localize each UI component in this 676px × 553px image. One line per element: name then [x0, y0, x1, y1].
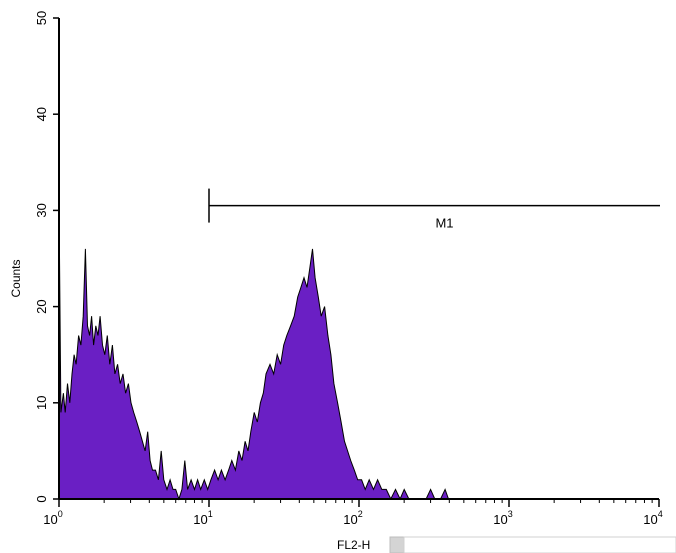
x-tick-exponent: 0 [58, 509, 63, 519]
x-tick-label: 100 [43, 509, 62, 527]
histogram-series [58, 200, 449, 501]
y-axis-ticks: 0 10 20 30 40 50 [34, 11, 59, 503]
histogram-fill [59, 200, 449, 500]
x-tick-exponent: 1 [208, 509, 213, 519]
gate-m1: M1 [208, 188, 660, 231]
x-tick-label: 102 [343, 509, 362, 527]
x-tick-base: 10 [643, 512, 657, 527]
y-tick-label: 0 [34, 495, 49, 502]
y-tick-label: 30 [34, 203, 49, 217]
y-tick-label: 40 [34, 107, 49, 121]
x-tick-base: 10 [343, 512, 357, 527]
x-tick-exponent: 4 [658, 509, 663, 519]
histogram-outline [58, 200, 449, 501]
x-tick-base: 10 [43, 512, 57, 527]
x-tick-label: 101 [193, 509, 212, 527]
y-axis-title: Counts [9, 259, 23, 297]
x-tick-label: 103 [493, 509, 512, 527]
y-tick-label: 20 [34, 299, 49, 313]
x-axis-ticks: 100 101 102 103 104 [43, 499, 663, 527]
x-axis-title: FL2-H [337, 538, 370, 552]
x-tick-exponent: 3 [508, 509, 513, 519]
x-tick-base: 10 [193, 512, 207, 527]
y-tick-label: 10 [34, 396, 49, 410]
x-tick-label: 104 [643, 509, 662, 527]
x-title-box [389, 536, 405, 553]
x-tick-base: 10 [493, 512, 507, 527]
gate-label: M1 [435, 216, 453, 231]
x-title-strip [403, 536, 676, 553]
x-tick-exponent: 2 [358, 509, 363, 519]
y-tick-label: 50 [34, 11, 49, 25]
